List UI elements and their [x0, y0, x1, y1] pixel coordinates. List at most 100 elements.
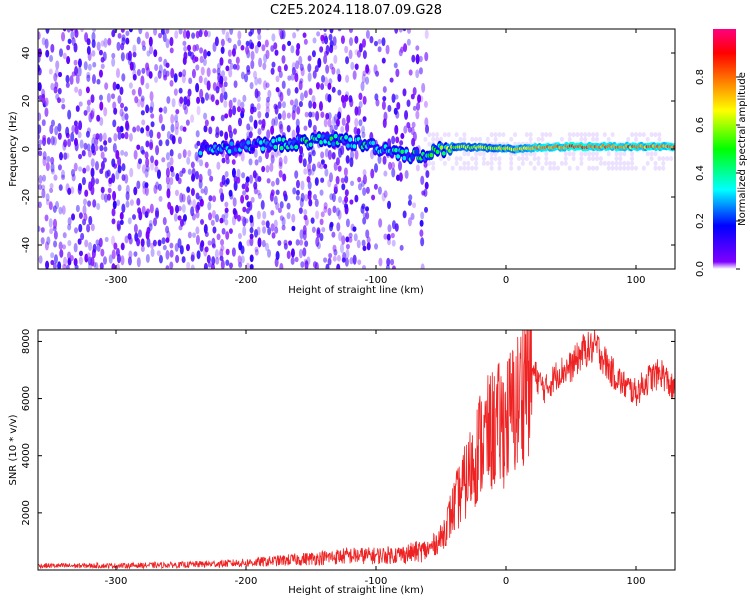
spectrogram-noise-cell: [91, 31, 96, 42]
spectrogram-noise-cell: [327, 93, 332, 103]
spectrogram-noise-cell: [181, 193, 186, 203]
spectrogram-noise-cell: [208, 126, 213, 135]
spectrogram-noise-cell: [87, 200, 92, 207]
spectrogram-noise-cell: [78, 166, 83, 172]
spectrogram-noise-cell: [214, 36, 219, 47]
spectrogram-noise-cell: [133, 251, 138, 257]
spectrogram-noise-cell: [78, 120, 83, 131]
spectrogram-noise-cell: [111, 235, 116, 246]
spectrogram-noise-cell: [150, 121, 155, 128]
spectrogram-noise-cell: [119, 108, 124, 117]
spectrogram-noise-cell: [399, 244, 404, 251]
spectrogram-noise-cell: [250, 60, 255, 70]
spectrogram-noise-cell: [257, 237, 262, 248]
spectrogram-haze-cell: [431, 160, 436, 166]
spectrogram-haze-cell: [439, 156, 443, 162]
spectrogram-noise-cell: [281, 224, 286, 231]
spectrogram-noise-cell: [169, 261, 174, 269]
spectrogram-noise-cell: [65, 264, 70, 269]
spectrogram-haze-cell: [520, 160, 525, 166]
spectrogram-haze-cell: [579, 151, 584, 157]
spectrogram-noise-cell: [220, 239, 225, 246]
spectrogram-noise-cell: [323, 206, 328, 213]
spectrogram-noise-cell: [190, 161, 195, 169]
spectrogram-noise-cell: [240, 107, 245, 114]
spectrogram-band-core: [258, 140, 263, 145]
spectrogram-noise-cell: [157, 183, 162, 191]
spectrogram-noise-cell: [38, 133, 41, 140]
spectrogram-noise-cell: [41, 119, 46, 127]
spectrogram-noise-cell: [358, 101, 363, 109]
spectrogram-noise-cell: [174, 120, 179, 130]
spectrogram-noise-cell: [328, 78, 333, 85]
spectrogram-noise-cell: [314, 177, 319, 186]
spectrogram-haze-cell: [536, 156, 541, 162]
spectrogram-haze-cell: [509, 156, 514, 162]
spectrogram-noise-cell: [393, 107, 398, 115]
spectrogram-noise-cell: [278, 170, 283, 178]
spectrogram-noise-cell: [237, 106, 242, 113]
spectrogram-noise-cell: [424, 206, 429, 213]
spectrogram-noise-cell: [294, 72, 299, 83]
spectrogram-noise-cell: [266, 178, 271, 184]
spectrogram-noise-cell: [423, 188, 428, 198]
spectrogram-noise-cell: [125, 37, 130, 45]
spectrogram-noise-cell: [291, 67, 296, 75]
spectrogram-noise-cell: [219, 92, 224, 103]
spectrogram-noise-cell: [303, 90, 308, 99]
spectrogram-noise-cell: [263, 80, 268, 91]
spectrogram-noise-cell: [150, 155, 155, 163]
spectrogram-noise-cell: [231, 159, 236, 165]
spectrogram-noise-cell: [107, 137, 112, 144]
spectrogram-noise-cell: [344, 45, 349, 54]
spectrogram-noise-cell: [311, 226, 316, 233]
spectrogram-noise-cell: [221, 85, 226, 95]
spectrogram-noise-cell: [74, 227, 79, 234]
spectrogram-noise-cell: [117, 32, 122, 39]
spectrogram-noise-cell: [374, 243, 379, 250]
spectrogram-noise-cell: [85, 164, 90, 172]
spectrogram-band-core: [227, 149, 232, 154]
spectrogram-noise-cell: [102, 132, 107, 141]
spectrogram-haze-cell: [606, 160, 611, 166]
spectrogram-noise-cell: [294, 170, 299, 179]
spectrogram-noise-cell: [320, 159, 325, 165]
spectrogram-noise-cell: [343, 167, 348, 177]
spectrogram-noise-cell: [249, 254, 254, 263]
spectrogram-noise-cell: [270, 67, 275, 75]
spectrogram-noise-cell: [145, 129, 150, 137]
spectrogram-noise-cell: [271, 118, 276, 127]
spectrogram-noise-cell: [48, 218, 53, 228]
spectrogram-noise-cell: [236, 168, 241, 179]
spectrogram-haze-cell: [446, 132, 451, 138]
colorbar-tick-label: 0.8: [695, 69, 706, 85]
spectrogram-noise-cell: [155, 145, 160, 156]
spectrogram-noise-cell: [353, 126, 358, 135]
spectrogram-noise-cell: [308, 88, 313, 96]
spectrogram-noise-cell: [73, 242, 78, 253]
spectrogram-noise-cell: [302, 158, 307, 168]
spectrogram-noise-cell: [245, 186, 250, 193]
spectrogram-noise-cell: [162, 68, 167, 78]
spectrogram-noise-cell: [302, 32, 307, 38]
spectrogram-noise-cell: [62, 263, 67, 269]
spectrogram-noise-cell: [158, 56, 163, 63]
spectrogram-noise-cell: [149, 91, 154, 102]
spectrogram-haze-cell: [622, 151, 627, 157]
spectrogram-haze-cell: [575, 132, 580, 138]
spectrogram-haze-cell: [466, 160, 471, 166]
spectrogram-noise-cell: [144, 151, 149, 160]
spectrogram-noise-cell: [120, 52, 125, 62]
spectrogram-noise-cell: [146, 50, 151, 57]
spectrogram-noise-cell: [415, 164, 420, 172]
spectrogram-noise-cell: [302, 247, 307, 257]
spectrogram-noise-cell: [377, 38, 382, 45]
spectrogram-noise-cell: [195, 82, 200, 93]
spectrogram-noise-cell: [419, 95, 424, 103]
spectrogram-noise-cell: [386, 257, 391, 267]
spectrogram-noise-cell: [91, 74, 96, 85]
spectrogram-haze-cell: [423, 136, 428, 142]
spectrogram-haze-cell: [458, 165, 463, 171]
spectrogram-noise-cell: [212, 226, 217, 234]
spectrogram-noise-cell: [257, 111, 262, 119]
